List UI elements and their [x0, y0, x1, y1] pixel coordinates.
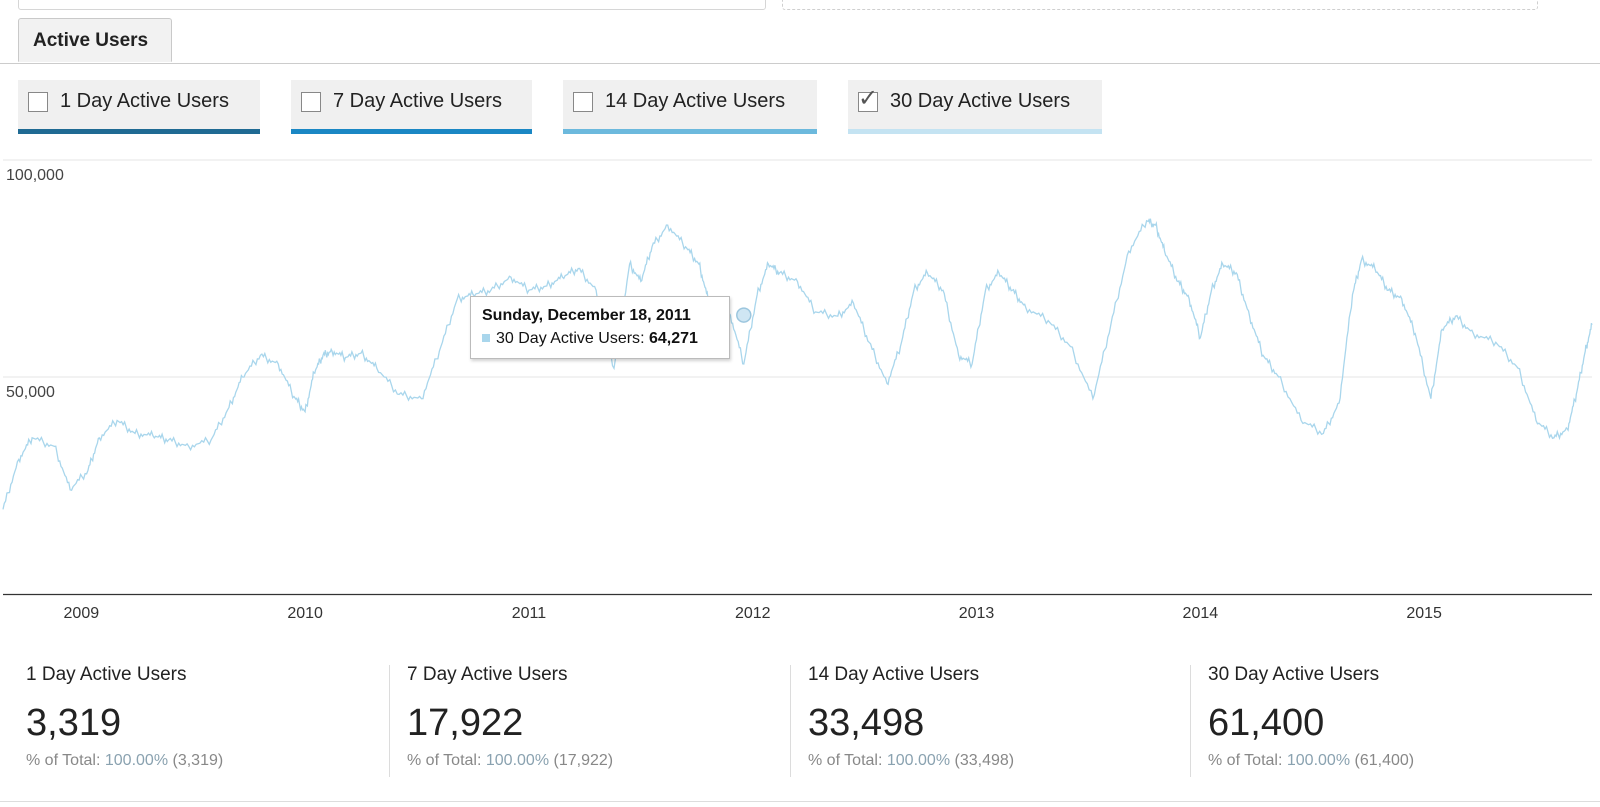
metric-color-bar-1-day — [18, 129, 260, 134]
tooltip-separator: : — [640, 330, 645, 347]
summary-divider — [1190, 665, 1191, 777]
summary-value: 33,498 — [808, 702, 925, 744]
summary-percent-total: % of Total: 100.00% (33,498) — [808, 752, 1014, 770]
summary-title: 1 Day Active Users — [26, 664, 187, 685]
summary-total: (3,319) — [172, 752, 224, 769]
summary-title: 7 Day Active Users — [407, 664, 568, 685]
summary-divider — [389, 665, 390, 777]
tooltip-series-swatch — [482, 334, 490, 342]
metric-toggle-14-day[interactable]: 14 Day Active Users — [563, 80, 817, 134]
x-tick-label: 2010 — [287, 605, 323, 622]
summary-value: 61,400 — [1208, 702, 1325, 744]
x-tick-label: 2011 — [512, 605, 547, 622]
summary-title: 14 Day Active Users — [808, 664, 980, 685]
x-tick-label: 2014 — [1183, 605, 1219, 622]
summary-card-14-day: 14 Day Active Users 33,498 % of Total: 1… — [808, 650, 1178, 778]
checkbox-1-day[interactable] — [28, 92, 48, 112]
summary-total: (33,498) — [954, 752, 1015, 769]
metric-label-1-day: 1 Day Active Users — [60, 90, 229, 112]
metric-toggle-30-day[interactable]: ✓ 30 Day Active Users — [848, 80, 1102, 134]
x-tick-label: 2015 — [1406, 605, 1442, 622]
metric-label-30-day: 30 Day Active Users — [890, 90, 1071, 112]
checkbox-14-day[interactable] — [573, 92, 593, 112]
y-tick-label: 50,000 — [6, 384, 55, 401]
summary-divider — [790, 665, 791, 777]
summary-percent-total: % of Total: 100.00% (3,319) — [26, 752, 223, 770]
x-tick-label: 2013 — [959, 605, 995, 622]
checkbox-7-day[interactable] — [301, 92, 321, 112]
summary-percent-total: % of Total: 100.00% (61,400) — [1208, 752, 1414, 770]
hover-point — [736, 307, 752, 323]
summary-pct: 100.00% — [104, 752, 169, 769]
active-users-line-chart: 100,000 50,000 2009 2010 2011 2012 2013 2014 201… — [2, 159, 1593, 622]
metric-color-bar-14-day — [563, 129, 817, 134]
tab-active-users[interactable]: Active Users — [18, 18, 172, 62]
summary-title: 30 Day Active Users — [1208, 664, 1380, 685]
metric-label-14-day: 14 Day Active Users — [605, 90, 786, 112]
y-tick-label: 100,000 — [6, 167, 64, 184]
tab-bar: Active Users — [0, 18, 1600, 64]
metric-toggle-7-day[interactable]: 7 Day Active Users — [291, 80, 532, 134]
summary-card-30-day: 30 Day Active Users 61,400 % of Total: 1… — [1208, 650, 1578, 778]
series-line-30-day — [2, 218, 1593, 510]
tooltip-row: 30 Day Active Users: 64,271 — [482, 330, 698, 348]
bottom-divider — [0, 801, 1600, 802]
checkmark-icon: ✓ — [858, 85, 879, 112]
metric-color-bar-7-day — [291, 129, 532, 134]
metric-label-7-day: 7 Day Active Users — [333, 90, 502, 112]
metric-color-bar-30-day — [848, 129, 1102, 134]
summary-total: (17,922) — [553, 752, 614, 769]
segment-drop-zone[interactable] — [782, 0, 1538, 10]
metric-toggle-1-day[interactable]: 1 Day Active Users — [18, 80, 260, 134]
summary-percent-total: % of Total: 100.00% (17,922) — [407, 752, 613, 770]
x-tick-label: 2012 — [735, 605, 771, 622]
summary-prefix: % of Total: — [1208, 752, 1283, 769]
summary-value: 3,319 — [26, 702, 122, 744]
summary-card-7-day: 7 Day Active Users 17,922 % of Total: 10… — [407, 650, 777, 778]
tooltip-series-name: 30 Day Active Users — [496, 330, 641, 347]
summary-pct: 100.00% — [485, 752, 550, 769]
tooltip-value: 64,271 — [648, 330, 698, 347]
chart-tooltip: Sunday, December 18, 2011 30 Day Active … — [470, 296, 730, 359]
search-box[interactable] — [18, 0, 766, 10]
summary-pct: 100.00% — [1286, 752, 1351, 769]
summary-pct: 100.00% — [886, 752, 951, 769]
summary-prefix: % of Total: — [407, 752, 482, 769]
summary-total: (61,400) — [1354, 752, 1415, 769]
summary-prefix: % of Total: — [26, 752, 101, 769]
summary-prefix: % of Total: — [808, 752, 883, 769]
summary-value: 17,922 — [407, 702, 524, 744]
summary-card-1-day: 1 Day Active Users 3,319 % of Total: 100… — [26, 650, 386, 778]
checkbox-30-day[interactable]: ✓ — [858, 87, 878, 112]
x-tick-label: 2009 — [64, 605, 100, 622]
tooltip-date: Sunday, December 18, 2011 — [482, 307, 691, 324]
